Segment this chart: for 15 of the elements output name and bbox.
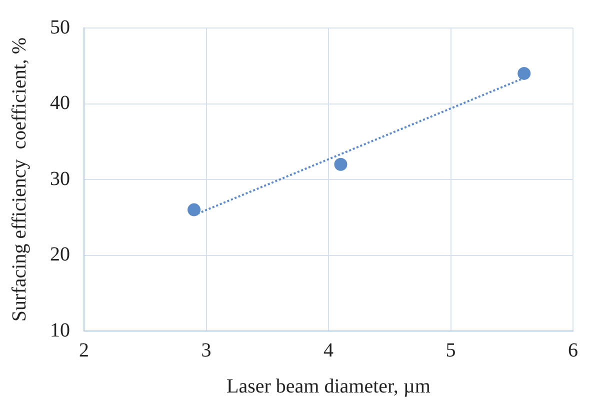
x-tick-label: 6 [568, 339, 578, 362]
y-axis-title: Surfacing efficiency coefficient, % [8, 37, 30, 322]
y-tick-label: 10 [50, 319, 70, 342]
x-tick-label: 5 [446, 339, 456, 362]
y-tick-label: 20 [50, 244, 70, 266]
point [518, 66, 531, 80]
x-axis-title: Laser beam diameter, µm [226, 375, 431, 398]
y-tick-label: 50 [50, 16, 70, 38]
point [188, 203, 201, 216]
x-tick-label: 4 [324, 339, 334, 362]
x-tick-label: 2 [79, 339, 89, 362]
x-tick-label: 3 [201, 339, 212, 362]
y-tick-label: 40 [50, 92, 70, 114]
point [334, 158, 348, 171]
y-tick-label: 30 [50, 168, 70, 190]
